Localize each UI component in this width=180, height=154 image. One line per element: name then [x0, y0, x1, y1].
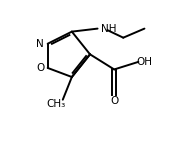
Text: NH: NH: [101, 24, 116, 34]
Text: CH₃: CH₃: [46, 99, 66, 109]
Text: O: O: [36, 63, 44, 73]
Text: O: O: [110, 96, 118, 106]
Text: OH: OH: [136, 57, 152, 67]
Text: N: N: [36, 39, 44, 49]
